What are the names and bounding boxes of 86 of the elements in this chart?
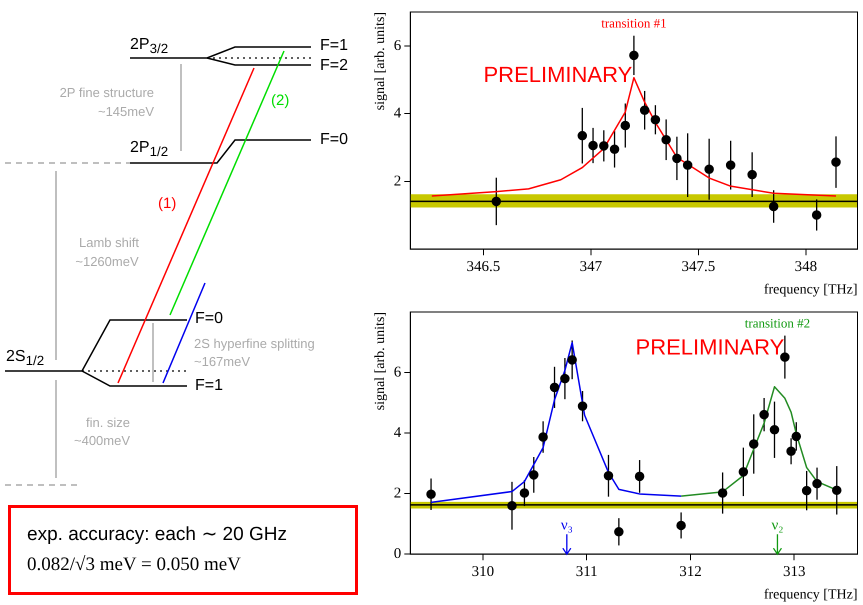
x-tick-label: 313 [782,564,806,580]
point [770,425,780,435]
point [831,157,841,167]
point [759,410,769,420]
point [704,164,714,174]
y-axis-title: signal [arb. units] [373,312,388,410]
text: F=2 [320,57,348,75]
point [610,144,620,154]
point [578,130,588,140]
point [588,140,598,150]
text: exp. accuracy: each ∼ 20 GHz [27,523,288,547]
point [614,527,624,537]
y-tick-label: 6 [394,364,402,380]
point [748,439,758,449]
y-tick-label: 4 [394,425,402,442]
point [567,355,577,365]
x-axis-title: frequency [THz] [764,282,858,298]
point [812,478,822,488]
annotation: transition #1 [601,15,667,30]
point [560,374,570,384]
x-tick-label: 347.5 [682,259,716,276]
y-tick-label: 2 [394,173,402,190]
point [768,202,778,212]
text: F=1 [195,377,224,395]
point [676,520,686,530]
point [661,135,671,144]
x-tick-label: 310 [472,564,494,580]
point [672,154,682,164]
point [738,467,748,477]
x-tick-label: 346.5 [466,259,500,276]
point [786,446,796,456]
point [550,382,560,392]
text: F=1 [320,37,348,55]
text: Lamb shift [79,234,139,252]
x-tick-label: 312 [679,564,702,580]
x-tick-label: 347 [580,259,603,276]
point [812,210,822,220]
x-tick-label: 311 [576,564,598,580]
point [604,471,614,481]
text: ~1260meV [75,253,139,271]
annotation: transition #2 [744,316,810,331]
text: 2P$_{1/2}$ [130,139,168,162]
text: 2P$_{3/2}$ [130,36,168,58]
point [507,501,517,511]
text: 2S hyperfine splitting [194,335,315,353]
text: ~167meV [194,353,250,371]
point [650,115,660,125]
point [832,486,842,496]
point [718,488,728,498]
annotation: PRELIMINARY [484,62,633,88]
point [802,486,812,496]
x-tick-label: 348 [794,259,818,276]
text: (2) [271,92,290,110]
point [792,432,802,442]
text: 2P fine structure [60,84,154,102]
text: fin. size [86,414,130,432]
point [620,120,630,130]
annotation: PRELIMINARY [636,334,785,360]
point [634,472,644,482]
point [629,50,639,60]
point [578,401,588,411]
y-tick-label: 4 [394,106,402,122]
point [747,170,757,180]
y-axis-title: signal [arb. units] [373,12,388,110]
annotation: ν₂ [771,518,784,534]
point [726,160,736,170]
x-axis-title: frequency [THz] [764,587,858,602]
text: F=0 [195,310,224,328]
point [599,141,609,151]
point [426,490,436,500]
y-tick-label: 6 [394,38,402,54]
text: ~400meV [74,432,130,450]
text: (1) [158,195,176,213]
text: F=0 [320,131,348,149]
point [529,470,539,480]
text: 0.082/√3 meV = 0.050 meV [27,553,242,577]
y-tick-label: 0 [394,546,402,562]
annotation: ν₃ [560,518,573,534]
point [538,432,548,442]
text: 2S$_{1/2}$ [6,348,44,370]
point [520,488,530,498]
text: ~145meV [98,103,154,121]
y-tick-label: 2 [394,486,402,502]
point [492,196,502,206]
point [682,160,692,170]
point [640,106,650,116]
